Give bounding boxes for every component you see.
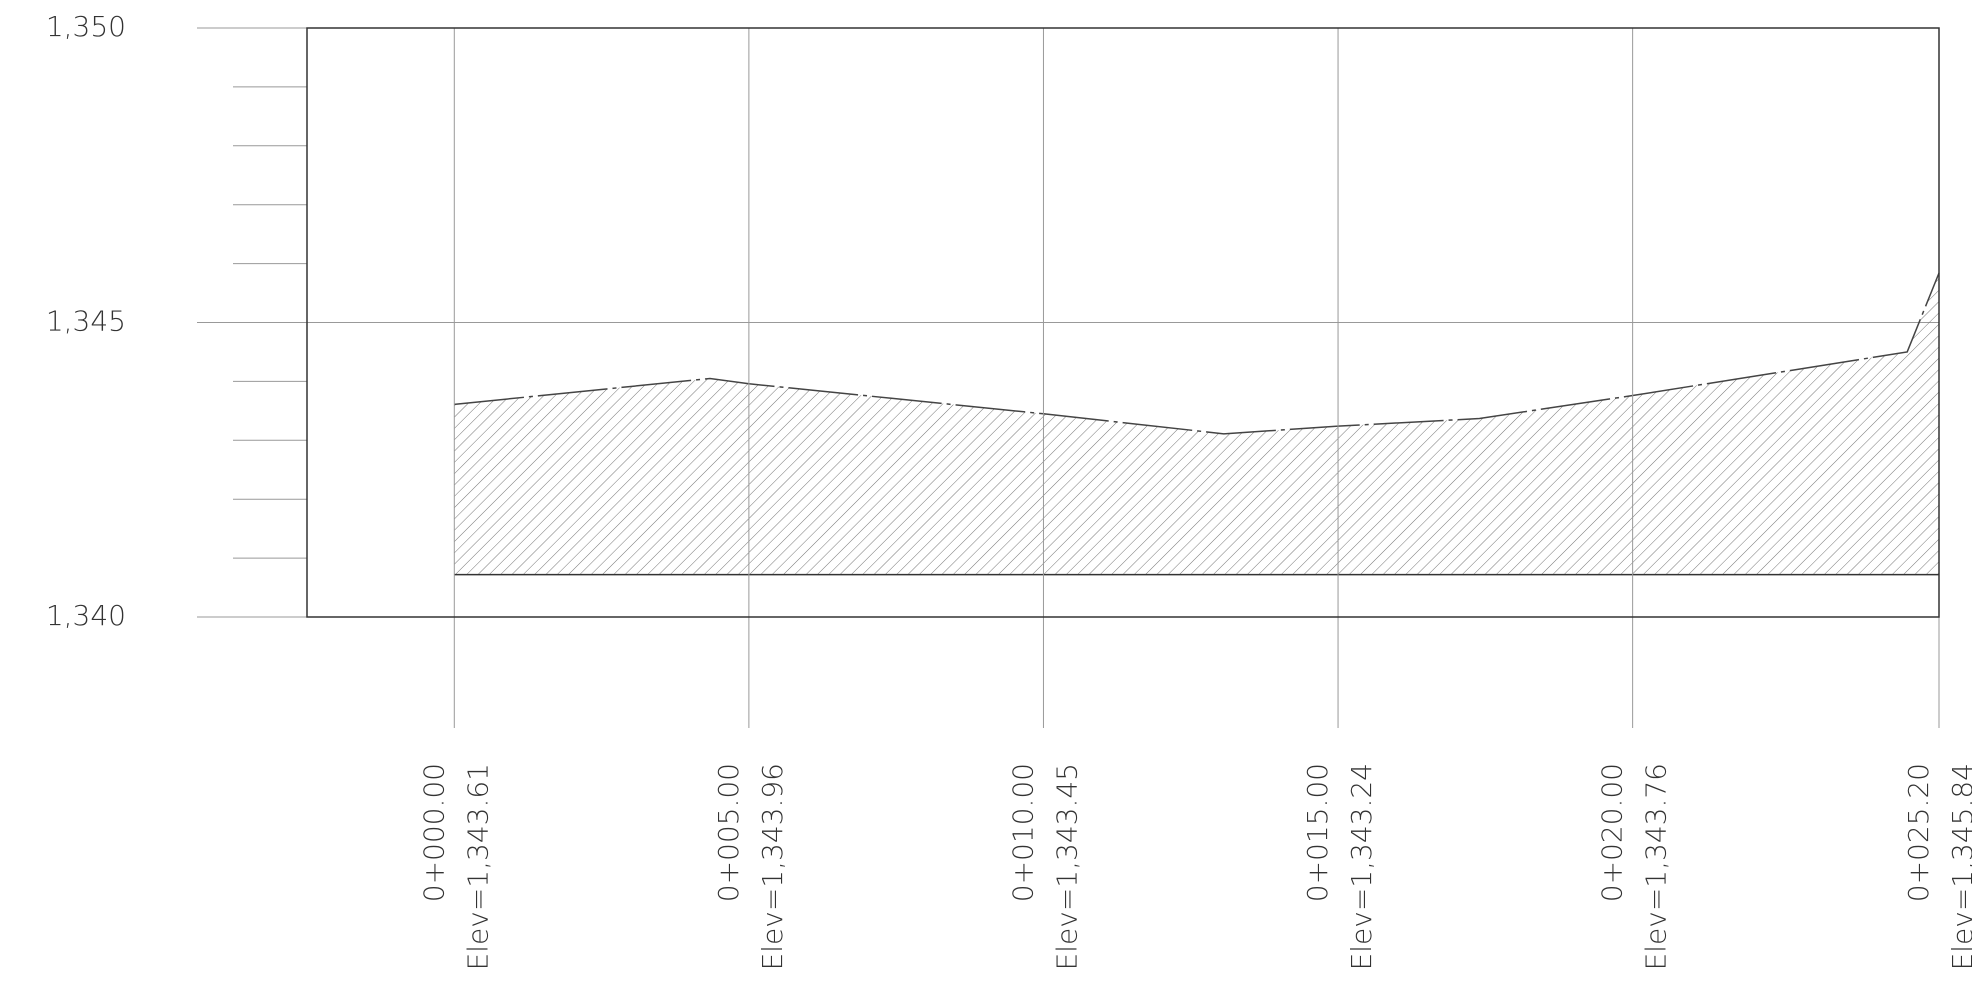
- elev-label: Elev=1,345.84: [1946, 763, 1972, 970]
- surface-line: [454, 272, 1940, 435]
- y-tick-label: 1,345: [46, 305, 126, 338]
- elev-label: Elev=1,343.24: [1345, 763, 1378, 970]
- station-label: 0+005.00: [712, 763, 745, 902]
- elev-label: Elev=1,343.45: [1050, 763, 1083, 970]
- station-label: 0+015.00: [1301, 763, 1334, 902]
- station-label: 0+010.00: [1006, 763, 1039, 902]
- elev-label: Elev=1,343.76: [1640, 763, 1673, 970]
- station-label: 0+020.00: [1596, 763, 1629, 902]
- y-tick-label: 1,350: [46, 10, 126, 43]
- frame: [306, 27, 1940, 618]
- station-label: 0+000.00: [417, 763, 450, 902]
- hatch-fill: [454, 273, 1939, 575]
- y-tick-label: 1,340: [46, 599, 126, 632]
- elev-label: Elev=1,343.61: [461, 763, 494, 970]
- station-label: 0+025.20: [1902, 763, 1935, 902]
- elev-label: Elev=1,343.96: [756, 763, 789, 970]
